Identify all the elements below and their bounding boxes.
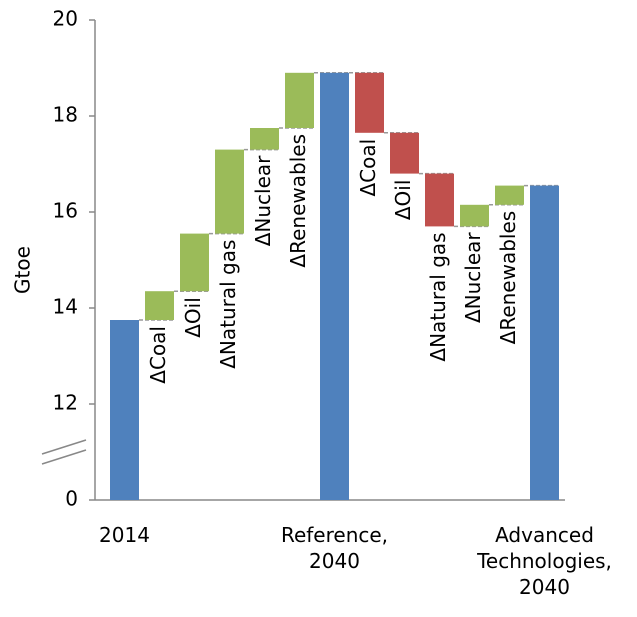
bar-label: ΔCoal <box>356 139 380 197</box>
y-tick-label: 12 <box>53 391 78 415</box>
bar-label: ΔOil <box>181 297 205 338</box>
bar <box>495 185 524 205</box>
bar-label: ΔNuclear <box>251 155 275 246</box>
axis-break <box>41 439 87 455</box>
bar-label: ΔOil <box>391 180 415 221</box>
bar <box>460 204 489 227</box>
y-tick-label: 0 <box>65 487 78 511</box>
bar-label: ΔNatural gas <box>426 232 450 361</box>
bar <box>250 128 279 150</box>
bar <box>145 291 174 320</box>
x-tick-label: 2014 <box>99 523 150 547</box>
bar-label: ΔRenewables <box>496 211 520 345</box>
bar-label: ΔNatural gas <box>216 240 240 369</box>
bar <box>320 72 349 501</box>
bar <box>355 72 384 133</box>
y-tick-label: 16 <box>53 199 78 223</box>
bar <box>215 149 244 234</box>
bar-label: ΔNuclear <box>461 232 485 323</box>
x-tick-label: Advanced Technologies, 2040 <box>477 523 612 599</box>
bar <box>180 233 209 292</box>
bar <box>110 320 139 500</box>
bar-label: ΔCoal <box>146 326 170 384</box>
x-tick-label: Reference, 2040 <box>280 523 389 573</box>
y-axis-label: Gtoe <box>11 246 35 294</box>
bar <box>285 72 314 128</box>
bar-label: ΔRenewables <box>286 134 310 268</box>
bar <box>390 132 419 174</box>
y-tick-label: 14 <box>53 295 78 319</box>
y-tick-label: 18 <box>53 103 78 127</box>
bar <box>530 185 559 500</box>
y-tick-label: 20 <box>53 7 78 31</box>
axis-break <box>41 449 87 465</box>
bar <box>425 173 454 227</box>
